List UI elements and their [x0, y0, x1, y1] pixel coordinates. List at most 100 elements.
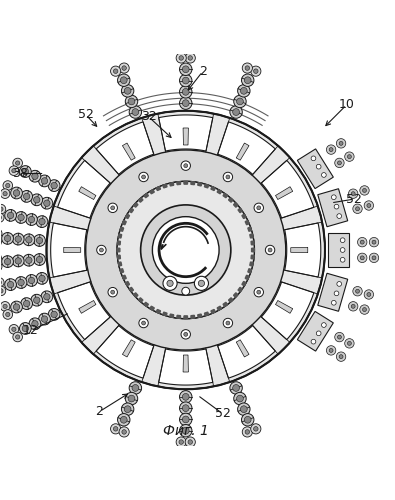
Circle shape — [108, 203, 117, 212]
Circle shape — [19, 322, 31, 334]
Circle shape — [6, 184, 10, 188]
Polygon shape — [64, 248, 81, 252]
Polygon shape — [238, 288, 242, 292]
Circle shape — [311, 156, 316, 160]
Circle shape — [41, 291, 53, 302]
Polygon shape — [122, 340, 135, 357]
Circle shape — [185, 437, 196, 447]
Circle shape — [8, 212, 14, 218]
Circle shape — [251, 66, 261, 76]
Polygon shape — [276, 300, 293, 314]
Circle shape — [326, 145, 336, 154]
Circle shape — [242, 427, 252, 437]
Circle shape — [22, 326, 28, 332]
Circle shape — [367, 292, 371, 296]
Circle shape — [198, 280, 205, 286]
Polygon shape — [276, 186, 293, 200]
Circle shape — [0, 207, 3, 212]
Polygon shape — [291, 248, 308, 252]
Circle shape — [335, 332, 344, 342]
Circle shape — [39, 175, 51, 187]
Circle shape — [117, 182, 254, 318]
Circle shape — [121, 84, 134, 97]
Circle shape — [0, 286, 6, 296]
Circle shape — [360, 186, 369, 195]
Polygon shape — [156, 186, 160, 190]
Circle shape — [3, 192, 7, 196]
Circle shape — [15, 161, 20, 165]
Polygon shape — [139, 298, 143, 302]
Circle shape — [242, 63, 252, 73]
Circle shape — [13, 190, 20, 196]
Polygon shape — [245, 220, 249, 225]
Circle shape — [182, 77, 189, 84]
Circle shape — [97, 246, 106, 254]
Circle shape — [331, 195, 336, 200]
Circle shape — [348, 302, 358, 311]
Circle shape — [179, 74, 192, 87]
Circle shape — [179, 86, 192, 98]
Circle shape — [26, 274, 38, 286]
Circle shape — [119, 427, 129, 437]
Polygon shape — [96, 122, 154, 174]
Circle shape — [340, 258, 345, 262]
Circle shape — [142, 175, 145, 179]
Circle shape — [39, 218, 45, 225]
Circle shape — [122, 66, 126, 70]
Circle shape — [22, 168, 28, 174]
Polygon shape — [218, 122, 275, 174]
Polygon shape — [134, 293, 138, 297]
Circle shape — [241, 74, 254, 86]
Circle shape — [2, 232, 13, 244]
Polygon shape — [184, 182, 188, 184]
Circle shape — [139, 172, 148, 182]
Circle shape — [12, 168, 16, 173]
Circle shape — [0, 237, 2, 247]
Circle shape — [18, 280, 24, 285]
Polygon shape — [242, 214, 246, 218]
Circle shape — [348, 154, 352, 158]
Circle shape — [51, 311, 57, 318]
Circle shape — [141, 205, 231, 295]
Circle shape — [337, 282, 342, 286]
Circle shape — [12, 327, 16, 332]
Circle shape — [226, 321, 230, 325]
Circle shape — [4, 258, 11, 265]
Circle shape — [31, 294, 43, 306]
Polygon shape — [159, 349, 213, 385]
Polygon shape — [229, 198, 233, 202]
Circle shape — [121, 403, 134, 415]
Circle shape — [316, 331, 321, 336]
Polygon shape — [248, 227, 252, 232]
Text: 10: 10 — [339, 98, 354, 112]
Circle shape — [36, 216, 48, 228]
Circle shape — [337, 352, 346, 362]
Circle shape — [182, 88, 189, 95]
Circle shape — [334, 291, 339, 296]
Circle shape — [0, 278, 4, 287]
Circle shape — [113, 426, 118, 431]
Circle shape — [26, 236, 32, 243]
Circle shape — [132, 108, 139, 116]
Circle shape — [340, 238, 345, 242]
Circle shape — [23, 254, 35, 266]
Circle shape — [44, 294, 50, 300]
Circle shape — [129, 106, 141, 118]
Polygon shape — [150, 190, 154, 194]
Polygon shape — [144, 302, 149, 306]
Circle shape — [363, 188, 367, 192]
Circle shape — [182, 288, 190, 295]
Circle shape — [0, 280, 2, 284]
Polygon shape — [170, 314, 174, 318]
Circle shape — [329, 148, 333, 152]
Circle shape — [48, 308, 60, 320]
Circle shape — [11, 187, 23, 199]
Polygon shape — [328, 234, 350, 266]
Polygon shape — [117, 241, 120, 245]
Circle shape — [21, 190, 32, 202]
Circle shape — [0, 189, 10, 198]
Circle shape — [6, 312, 10, 316]
Text: 2: 2 — [199, 65, 207, 78]
Polygon shape — [297, 312, 333, 351]
Circle shape — [0, 302, 10, 311]
